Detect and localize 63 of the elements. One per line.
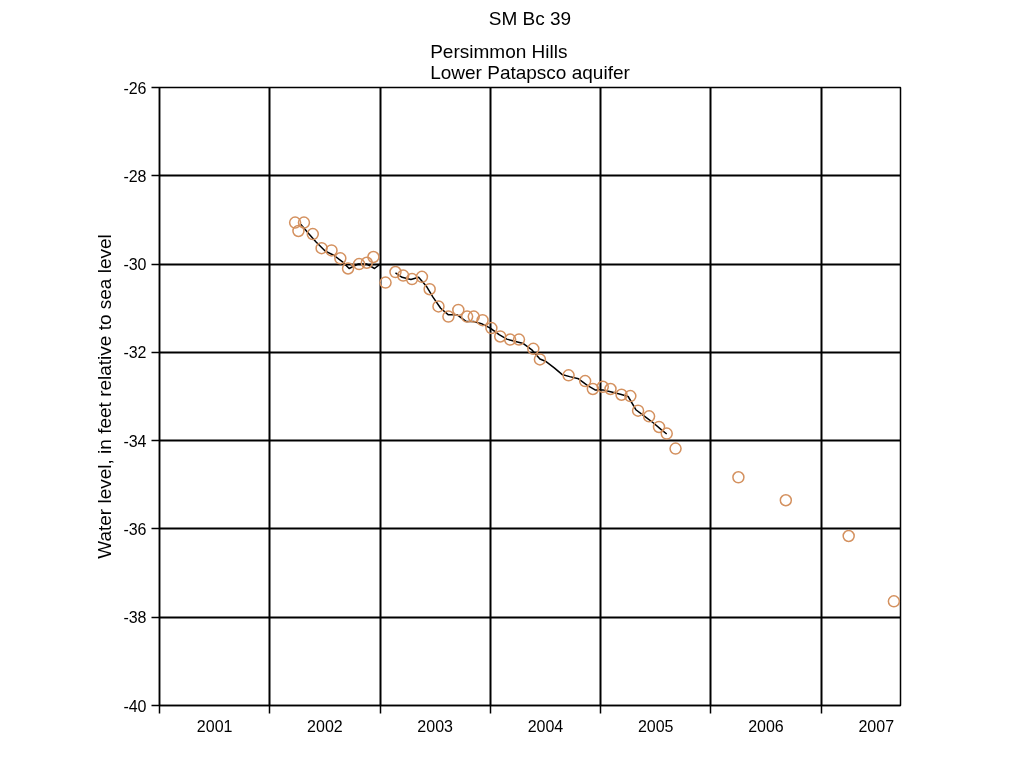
point [442,310,455,323]
point [352,257,366,271]
x-tick-label: 2004 [527,717,564,735]
point [527,342,540,356]
point [615,388,628,401]
point [415,270,429,284]
point [642,410,656,423]
point [288,216,302,229]
point [315,241,328,255]
point [292,224,305,238]
y-tick-label: -30 [123,256,147,274]
point [467,310,481,323]
point [460,310,474,323]
point [596,380,610,394]
point [732,471,745,484]
y-tick-label: -26 [123,79,147,97]
x-tick-label: 2007 [858,717,895,735]
point [578,374,592,388]
point [306,227,320,241]
point [396,269,410,282]
point [379,276,392,289]
point [423,282,436,296]
point [452,303,465,317]
x-tick-label: 2005 [637,717,674,735]
point [360,256,374,269]
y-tick-label: -32 [123,344,147,362]
y-tick-label: -40 [123,697,147,715]
point [493,330,507,343]
point [389,265,402,279]
point [325,244,338,257]
point [604,382,617,396]
point [652,420,666,434]
point [341,262,355,275]
y-axis-title: Water level, in feet relative to sea level [94,234,116,559]
point [297,216,311,229]
chart-subtitle: Persimmon Hills Lower Patapsco aquifer [430,40,631,83]
point [334,252,347,265]
x-tick-label: 2003 [417,717,454,735]
y-tick-label: -28 [123,167,147,185]
point [533,353,547,366]
point [660,427,673,440]
point [485,321,498,335]
point [887,595,901,608]
chart-title: SM Bc 39 [488,7,572,29]
point [512,333,526,346]
y-tick-label: -36 [123,520,147,538]
x-tick-label: 2001 [196,717,233,735]
point [405,272,419,286]
point [367,250,380,264]
x-tick-label: 2006 [748,717,784,735]
point [779,494,793,507]
point [631,404,645,417]
point [562,369,575,382]
point [624,389,637,403]
point [586,382,600,396]
point [669,442,682,455]
x-tick-label: 2002 [307,717,343,735]
y-tick-label: -34 [123,432,147,450]
y-tick-label: -38 [123,609,147,627]
point [842,529,855,543]
point [476,313,489,327]
point [432,300,445,313]
point [503,333,517,346]
